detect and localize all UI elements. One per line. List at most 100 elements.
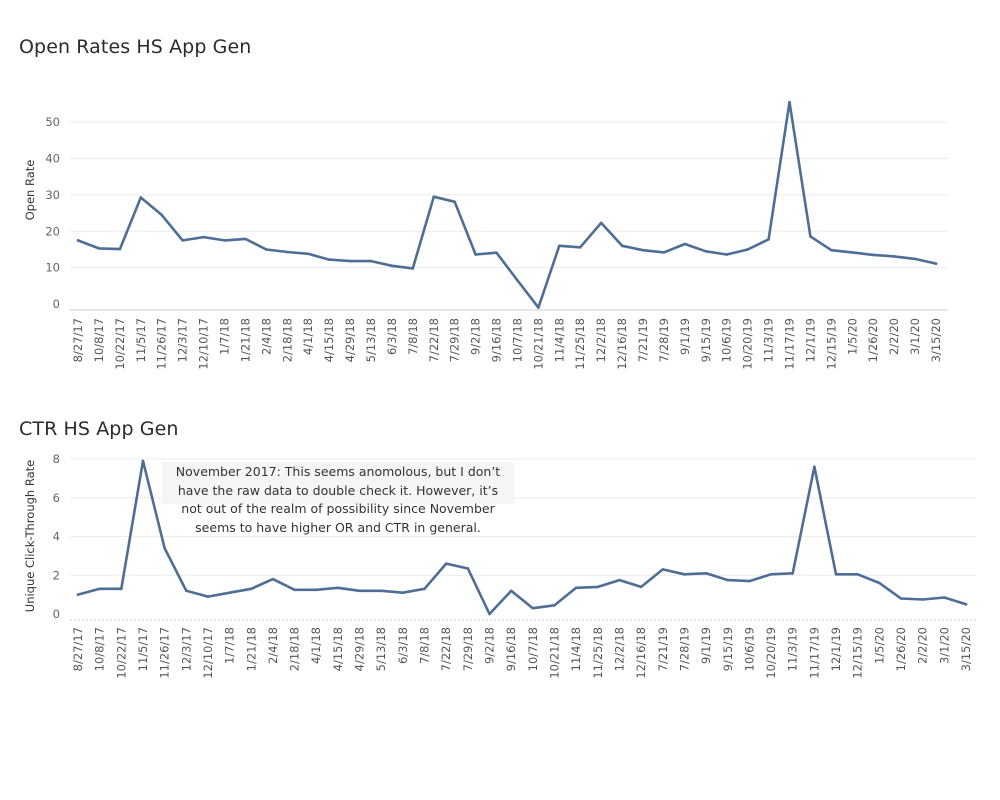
data-point	[163, 546, 166, 550]
data-point	[726, 578, 730, 582]
x-tick-label: 2/2/20	[916, 627, 930, 664]
data-point	[76, 239, 80, 242]
y-axis-label: Open Rate	[23, 160, 37, 221]
data-point	[934, 262, 938, 265]
x-tick-label: 11/26/17	[155, 318, 169, 370]
data-point	[641, 248, 645, 252]
data-point	[249, 587, 253, 591]
data-point	[369, 259, 373, 263]
y-tick-label: 6	[53, 491, 60, 505]
y-tick-label: 0	[53, 297, 60, 311]
data-point	[390, 264, 394, 268]
data-point	[336, 586, 340, 590]
x-tick-label: 12/2/18	[594, 318, 608, 362]
data-point	[769, 572, 773, 576]
data-point	[767, 237, 770, 241]
x-tick-label: 10/21/18	[547, 627, 561, 679]
data-point	[141, 459, 145, 463]
x-tick-label: 9/1/19	[699, 627, 713, 664]
data-point	[444, 562, 448, 565]
x-tick-label: 10/7/18	[526, 627, 540, 671]
x-tick-label: 1/26/20	[894, 627, 908, 671]
x-tick-label: 11/3/19	[762, 318, 776, 362]
data-point	[964, 603, 968, 606]
x-tick-label: 10/8/17	[93, 627, 107, 671]
x-tick-label: 5/13/18	[364, 318, 378, 362]
data-point	[943, 596, 946, 599]
x-tick-label: 1/26/20	[866, 318, 880, 362]
data-point	[558, 244, 561, 248]
data-point	[578, 245, 582, 249]
x-tick-label: 10/21/18	[531, 318, 545, 370]
data-point	[531, 606, 535, 610]
x-tick-label: 3/15/20	[929, 318, 943, 362]
x-tick-label: 11/25/18	[573, 318, 587, 370]
annotation-text: November 2017: This seems anomolous, but…	[175, 464, 501, 535]
x-tick-label: 7/8/18	[418, 627, 432, 664]
data-point	[160, 213, 164, 217]
x-tick-label: 11/25/18	[591, 627, 605, 679]
y-tick-label: 4	[53, 530, 60, 544]
data-point	[423, 587, 426, 591]
data-point	[466, 567, 470, 570]
data-point	[537, 306, 540, 309]
data-point	[913, 257, 917, 261]
x-tick-label: 8/27/17	[71, 318, 85, 362]
data-point	[181, 239, 184, 242]
x-tick-label: 7/21/19	[636, 318, 650, 362]
x-tick-label: 11/26/17	[158, 627, 172, 679]
data-point	[488, 612, 491, 616]
y-tick-label: 10	[45, 261, 60, 275]
x-tick-label: 3/15/20	[959, 627, 973, 671]
data-point	[850, 251, 854, 254]
x-tick-label: 9/15/19	[699, 318, 713, 362]
x-tick-label: 7/22/18	[439, 627, 453, 671]
y-tick-label: 30	[45, 188, 60, 202]
data-point	[683, 572, 686, 576]
data-point	[184, 589, 188, 593]
x-tick-label: 12/16/18	[615, 318, 629, 370]
x-tick-label: 2/18/18	[280, 318, 294, 362]
data-point	[495, 251, 498, 255]
x-tick-label: 10/22/17	[113, 318, 127, 370]
x-tick-label: 12/2/18	[612, 627, 626, 671]
data-point	[725, 253, 729, 256]
x-tick-label: 3/1/20	[937, 627, 951, 664]
x-tick-label: 4/1/18	[301, 318, 315, 355]
data-point	[599, 221, 603, 225]
x-tick-label: 12/15/19	[824, 318, 838, 370]
data-point	[358, 589, 361, 593]
y-tick-label: 0	[53, 607, 60, 621]
x-tick-label: 4/1/18	[309, 627, 323, 664]
x-tick-label: 9/1/19	[678, 318, 692, 355]
x-tick-label: 1/7/18	[217, 318, 231, 355]
data-point	[899, 597, 903, 600]
y-tick-label: 8	[53, 452, 60, 466]
x-tick-label: 5/13/18	[374, 627, 388, 671]
data-point	[620, 244, 624, 248]
x-tick-label: 4/29/18	[353, 627, 367, 671]
data-point	[596, 585, 600, 589]
data-point	[202, 235, 205, 239]
x-tick-label: 1/5/20	[845, 318, 859, 355]
data-point	[432, 195, 436, 199]
data-point	[618, 578, 621, 582]
y-axis-label: Unique Click-Through Rate	[23, 460, 37, 612]
y-tick-label: 50	[45, 115, 60, 129]
x-tick-label: 10/20/19	[764, 627, 778, 679]
x-tick-label: 11/4/18	[552, 318, 566, 362]
x-tick-label: 1/21/18	[244, 627, 258, 671]
x-tick-label: 6/3/18	[396, 627, 410, 664]
data-point	[76, 593, 80, 596]
data-point	[244, 237, 247, 241]
data-point	[228, 591, 231, 594]
data-point	[401, 591, 405, 594]
data-point	[223, 239, 226, 242]
x-tick-label: 9/2/18	[469, 318, 483, 355]
data-point	[704, 249, 708, 253]
data-point	[791, 572, 795, 575]
series-line	[76, 100, 938, 309]
x-tick-label: 7/8/18	[406, 318, 420, 355]
chart-title-open-rates: Open Rates HS App Gen	[19, 36, 252, 58]
x-tick-label: 12/10/17	[201, 627, 215, 679]
